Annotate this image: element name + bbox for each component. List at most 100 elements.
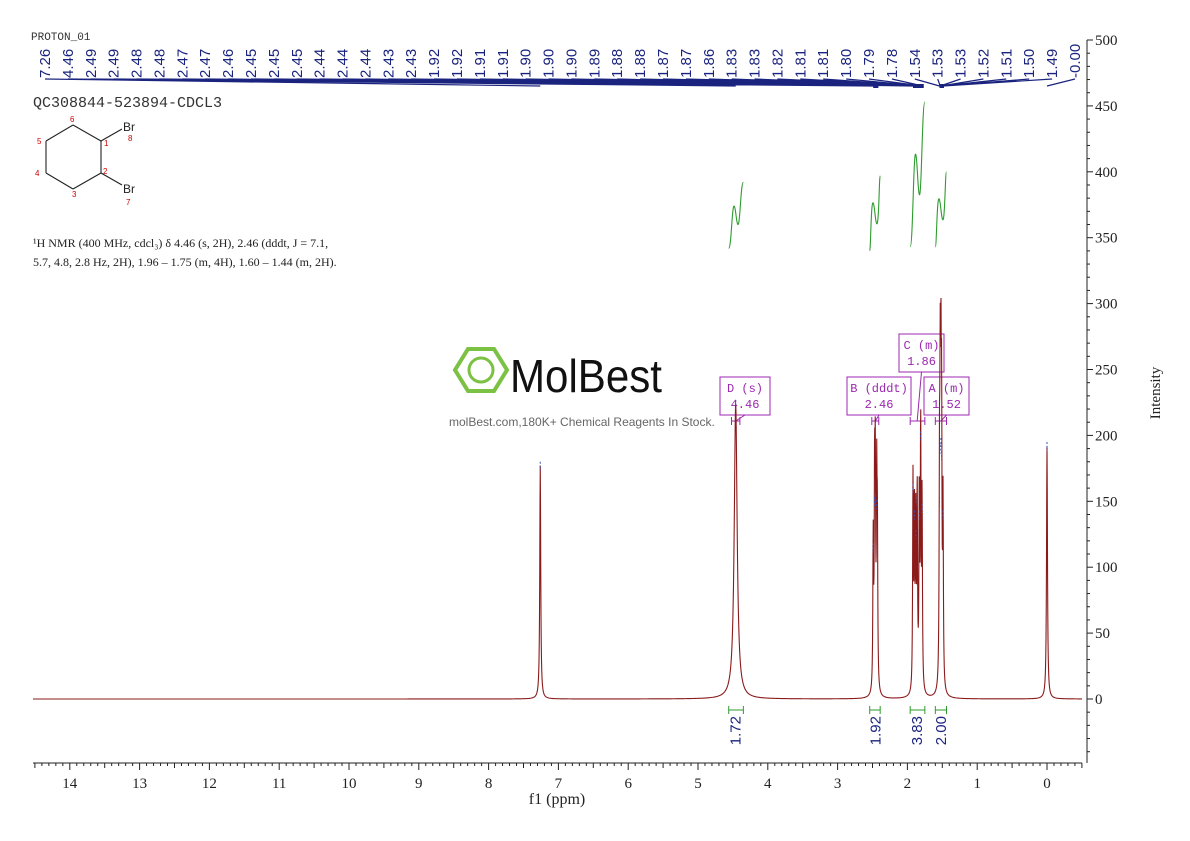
- x-axis-label: f1 (ppm): [529, 791, 585, 808]
- peak-label-header: 7.26 4.46 2.49 2.49 2.48 2.48 2.47 2.47 2.46 2.45…: [37, 44, 1084, 88]
- peak-label: 2.48: [151, 49, 168, 78]
- peak-label: 1.50: [1021, 49, 1038, 78]
- integral-curve: [909, 101, 926, 248]
- molbest-watermark: MolBest molBest.com,180K+ Chemical Reage…: [449, 347, 715, 429]
- integral-curve: [869, 175, 881, 252]
- peak-label: 1.53: [953, 49, 970, 78]
- connector-cluster-a: [939, 84, 944, 88]
- atom-label-4: 4: [35, 169, 40, 178]
- peak-label: 2.44: [357, 49, 374, 78]
- peak-label: 1.90: [518, 49, 535, 78]
- x-tick-label: 5: [694, 776, 702, 792]
- peak-label: 1.51: [998, 49, 1015, 78]
- spectrum-label: PROTON_01: [31, 32, 91, 44]
- peak-label: 1.92: [426, 49, 443, 78]
- peak-label: 7.26: [37, 49, 54, 78]
- atom-label-1: 1: [104, 139, 109, 148]
- multiplet-shift: 1.86: [907, 355, 936, 369]
- atom-label-3: 3: [72, 190, 77, 199]
- spectrum-line: [33, 298, 1083, 700]
- y-tick-label: 450: [1095, 99, 1118, 115]
- multiplet-shift: 4.46: [731, 398, 760, 412]
- watermark-brand: MolBest: [510, 350, 662, 402]
- peak-label: 1.87: [678, 49, 695, 78]
- peak-label: 1.86: [701, 49, 718, 78]
- peak-label: 1.81: [792, 49, 809, 78]
- integral-value: 3.83: [909, 716, 926, 745]
- multiplet-name: C (m): [903, 339, 939, 353]
- multiplet-name: A (m): [928, 382, 964, 396]
- multiplet-box: [898, 333, 945, 373]
- peak-label: 2.48: [129, 49, 146, 78]
- x-tick-label: 9: [415, 776, 423, 792]
- peak-label: 1.88: [609, 49, 626, 78]
- peak-label: 1.83: [747, 49, 764, 78]
- atom-label-6: 6: [70, 115, 75, 124]
- peak-label: 4.46: [60, 49, 77, 78]
- integral-curve: [934, 171, 948, 248]
- nmr-description-line1: ¹H NMR (400 MHz, cdcl₃) δ 4.46 (s, 2H), …: [33, 236, 328, 250]
- y-tick-label: 200: [1095, 428, 1118, 444]
- peak-label: 1.80: [838, 49, 855, 78]
- multiplet-4: A (m) 1.52: [923, 376, 970, 425]
- peak-label: 2.45: [289, 49, 306, 78]
- atom-label-5: 5: [37, 137, 42, 146]
- peak-label: 1.90: [541, 49, 558, 78]
- peak-label: -0.00: [1067, 44, 1084, 78]
- peak-label: 1.81: [815, 49, 832, 78]
- integral-brackets: 1.72 1.92 3.83 2.00: [728, 706, 950, 745]
- connector-cluster-c: [912, 84, 924, 88]
- integral-curves: [728, 101, 948, 252]
- atom-label-7: 7: [126, 198, 131, 207]
- x-tick-label: 2: [904, 776, 912, 792]
- peak-label: 1.53: [930, 49, 947, 78]
- peak-label: 1.88: [632, 49, 649, 78]
- peak-label: 2.43: [403, 49, 420, 78]
- connector-cluster-b: [873, 84, 879, 88]
- peak-label: 2.47: [174, 49, 191, 78]
- sample-id: QC308844-523894-CDCL3: [33, 95, 222, 112]
- x-tick-label: 8: [485, 776, 493, 792]
- y-axis-label: Intensity: [1148, 366, 1164, 419]
- peak-label: 1.79: [861, 49, 878, 78]
- y-axis: 0 50 100 150 200 250 300 350 400 450 500: [1086, 33, 1118, 763]
- peak-label: 1.49: [1044, 49, 1061, 78]
- y-tick-label: 250: [1095, 363, 1118, 379]
- peak-label-connectors: [44, 78, 1076, 87]
- integral-value: 1.72: [728, 716, 745, 745]
- y-tick-label: 50: [1095, 626, 1110, 642]
- peak-label: 2.43: [380, 49, 397, 78]
- peak-label: 1.82: [769, 49, 786, 78]
- multiplet-2: B (dddt) 2.46: [846, 376, 912, 425]
- atom-label-8: 8: [128, 134, 133, 143]
- peak-label: 1.78: [884, 49, 901, 78]
- x-tick-label: 1: [973, 776, 981, 792]
- peak-label: 1.54: [907, 49, 924, 78]
- peak-label: 1.87: [655, 49, 672, 78]
- peak-label: 2.46: [220, 49, 237, 78]
- peak-label: 1.90: [563, 49, 580, 78]
- multiplet-name: D (s): [727, 382, 763, 396]
- peak-label: 2.45: [243, 49, 260, 78]
- molbest-logo-icon: [452, 347, 510, 393]
- multiplet-1: D (s) 4.46: [719, 376, 771, 425]
- x-tick-label: 10: [342, 776, 357, 792]
- x-tick-label: 7: [555, 776, 563, 792]
- y-tick-label: 0: [1095, 692, 1103, 708]
- peak-label: 1.91: [495, 49, 512, 78]
- x-tick-label: 3: [834, 776, 842, 792]
- peak-label: 2.44: [312, 49, 329, 78]
- peak-label: 1.83: [724, 49, 741, 78]
- y-tick-label: 100: [1095, 560, 1118, 576]
- bromine-label-1: Br: [123, 120, 135, 134]
- multiplet-boxes: D (s) 4.46 B (dddt) 2.46 C (m) 1.86 A (m) 1.52: [719, 333, 970, 425]
- multiplet-box: [846, 376, 912, 416]
- y-tick-label: 350: [1095, 231, 1118, 247]
- multiplet-box: [923, 376, 970, 416]
- y-tick-label: 300: [1095, 297, 1118, 313]
- bromine-label-2: Br: [123, 182, 135, 196]
- peak-label: 2.49: [83, 49, 100, 78]
- multiplet-shift: 2.46: [865, 398, 894, 412]
- multiplet-connector: [874, 414, 880, 422]
